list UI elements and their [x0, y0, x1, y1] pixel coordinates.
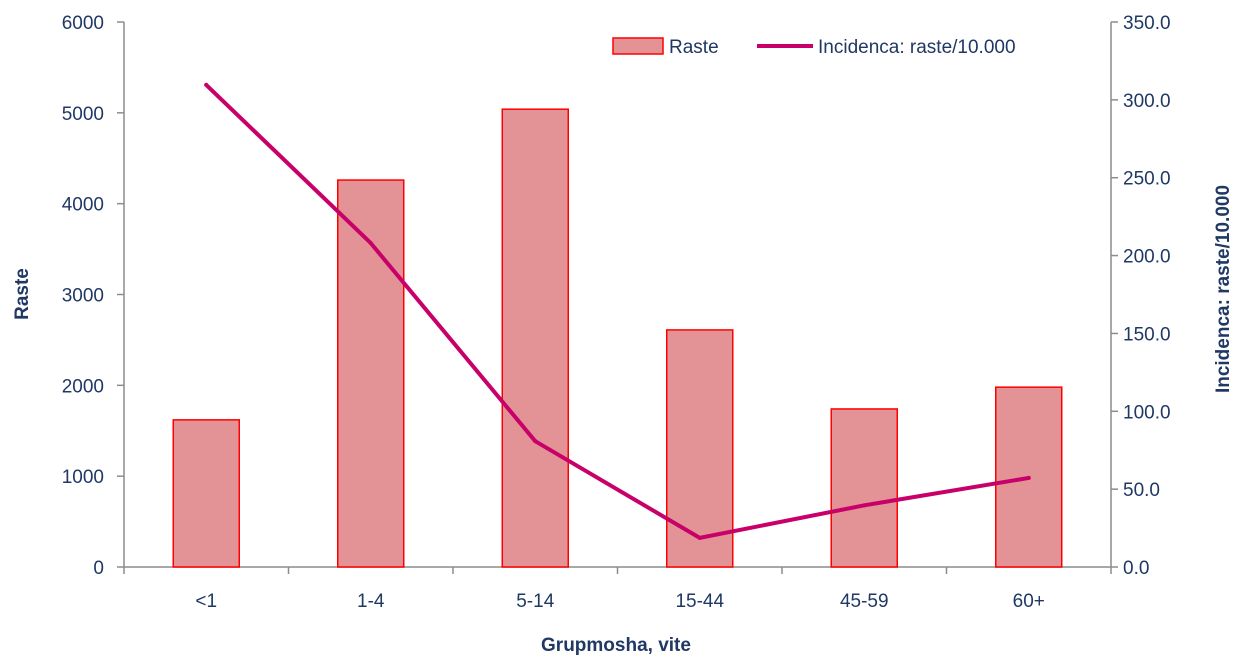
y-tick-label: 4000: [62, 195, 104, 216]
y2-tick-label: 50.0: [1123, 480, 1160, 501]
bar-raste: [830, 408, 898, 568]
y-tick-label: 2000: [62, 376, 104, 397]
point-incidenca: [368, 241, 373, 246]
x-tick-label: 60+: [1013, 591, 1045, 612]
y-axis-title: Raste: [12, 268, 33, 320]
x-tick-label: 5-14: [516, 591, 554, 612]
y-tick-label: 1000: [62, 467, 104, 488]
x-tick-label: 45-59: [840, 591, 889, 612]
line-series: [204, 82, 1031, 540]
point-incidenca: [1026, 475, 1031, 480]
point-incidenca: [204, 82, 209, 87]
y2-tick-label: 300.0: [1123, 91, 1171, 112]
y2-tick-label: 150.0: [1123, 324, 1171, 345]
y2-tick-label: 350.0: [1123, 13, 1171, 34]
legend-label-incidenca: Incidenca: raste/10.000: [818, 37, 1016, 58]
y2-tick-label: 0.0: [1123, 558, 1149, 579]
y2-tick-label: 200.0: [1123, 247, 1171, 268]
y2-axis-title: Incidenca: raste/10.000: [1213, 185, 1234, 393]
bar-raste: [337, 179, 405, 568]
axes: [117, 21, 1118, 574]
legend-label-raste: Raste: [669, 37, 719, 58]
y-tick-label: 6000: [62, 13, 104, 34]
legend-swatch-raste: [612, 37, 664, 55]
bar-raste: [501, 108, 569, 568]
point-incidenca: [862, 503, 867, 508]
tick-labels: 0 1000 2000 3000 4000 5000 6000 0.0 50.0 100.0 150…: [62, 13, 1171, 612]
x-tick-label: <1: [195, 591, 217, 612]
bar-raste: [666, 329, 734, 568]
point-incidenca: [533, 439, 538, 444]
y-tick-label: 3000: [62, 286, 104, 307]
y-tick-label: 0: [93, 558, 104, 579]
legend: Raste Incidenca: raste/10.000: [612, 37, 1016, 58]
x-tick-label: 1-4: [357, 591, 385, 612]
y2-tick-label: 100.0: [1123, 402, 1171, 423]
y2-tick-label: 250.0: [1123, 169, 1171, 190]
x-axis-title: Grupmosha, vite: [541, 635, 691, 656]
line-incidenca: [204, 82, 1031, 540]
y-tick-label: 5000: [62, 104, 104, 125]
point-incidenca: [697, 535, 702, 540]
x-tick-label: 15-44: [675, 591, 724, 612]
bar-series: [172, 108, 1063, 568]
bar-raste: [172, 419, 240, 568]
